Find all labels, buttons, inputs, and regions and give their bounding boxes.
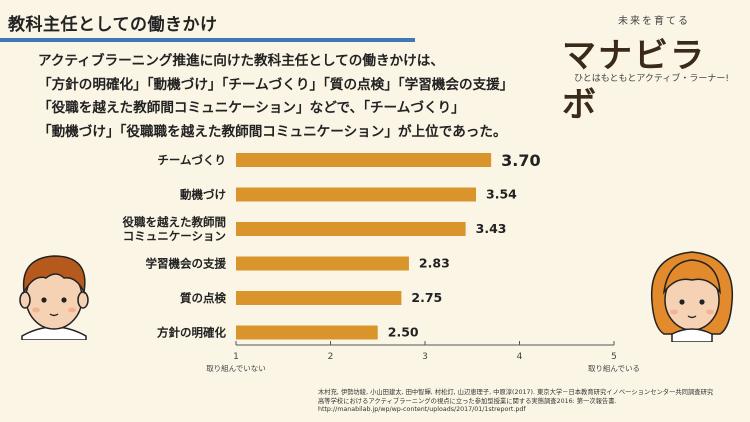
lead-line: 「役職を越えた教師間コミュニケーション」などで、「チームづくり」 [38, 100, 465, 116]
source-line: 木村充, 伊勢坊綾, 小山田建太, 田中智輝, 村松灯, 山辺恵理子, 中原淳(… [318, 389, 714, 396]
category-label: 質の点検 [180, 291, 226, 305]
category-label: 役職を越えた教師間コミュニケーション [123, 215, 227, 243]
value-label: 2.83 [419, 256, 450, 271]
category-label: 動機づけ [180, 188, 226, 202]
logo-name: マナビラボ [562, 36, 706, 125]
category-label: 方針の明確化 [157, 326, 226, 340]
category-label-line: 学習機会の支援 [146, 257, 227, 271]
category-label-line: 方針の明確化 [157, 326, 226, 340]
bar [236, 325, 378, 340]
tick-label: 3 [422, 352, 428, 362]
lead-line: 「動機づけ」「役職職を越えた教師間コミュニケーション」が上位であった。 [38, 123, 507, 140]
source-citation: 木村充, 伊勢坊綾, 小山田建太, 田中智輝, 村松灯, 山辺恵理子, 中原淳(… [318, 389, 713, 415]
logo: 未来を育てる マナビラボ ひとはもともとアクティブ・ラーナー! [560, 8, 740, 125]
logo-tagline: 未来を育てる [618, 16, 690, 27]
tick-label: 5 [611, 352, 617, 362]
bar [236, 153, 492, 167]
bar [236, 222, 466, 236]
source-line: http://manabilab.jp/wp/wp-content/upload… [318, 406, 526, 413]
source-line: 高等学校におけるアクティブラーニングの視点に立った参加型授業に関する実態調査20… [318, 397, 617, 405]
bar [236, 187, 477, 202]
value-label: 3.43 [476, 221, 507, 236]
axis-max-label: 取り組んでいる [588, 363, 640, 373]
category-label-line: 質の点検 [180, 291, 226, 305]
lead-line: 「方針の明確化」「動機づけ」「チームづくり」「質の点検」「学習機会の支援」 [38, 76, 514, 93]
value-label: 3.70 [501, 151, 540, 170]
tick-label: 4 [517, 352, 523, 362]
boy-face-icon [19, 255, 89, 340]
logo-subtitle: ひとはもともとアクティブ・ラーナー! [574, 74, 729, 84]
title-underline [0, 38, 415, 42]
category-label-line: コミュニケーション [123, 229, 226, 243]
value-label: 2.50 [388, 325, 419, 340]
bar [236, 291, 402, 305]
category-label: チームづくり [157, 153, 226, 167]
category-label: 学習機会の支援 [146, 257, 227, 271]
lead-text: アクティブラーニング推進に向けた教科主任としての働きかけは、 「方針の明確化」「… [38, 50, 514, 144]
page-title: 教科主任としての働きかけ [8, 15, 218, 35]
category-label-line: 役職を越えた教師間 [123, 215, 227, 229]
lead-line: アクティブラーニング推進に向けた教科主任としての働きかけは、 [38, 53, 444, 69]
axis-min-label: 取り組んでいない [206, 363, 266, 373]
value-label: 3.54 [486, 187, 517, 202]
value-label: 2.75 [411, 290, 442, 305]
tick-label: 2 [328, 352, 334, 362]
girl-face-icon [650, 251, 734, 342]
category-label-line: チームづくり [157, 153, 226, 167]
bar [236, 256, 409, 271]
tick-label: 1 [233, 352, 239, 362]
category-label-line: 動機づけ [180, 188, 226, 202]
